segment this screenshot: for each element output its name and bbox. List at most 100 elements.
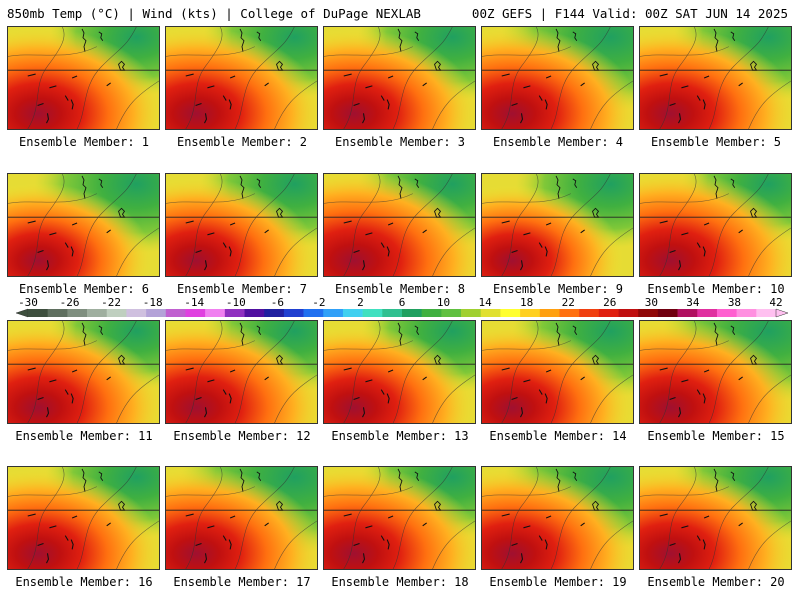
colorbar-segment (47, 309, 68, 317)
colorbar-tick-label: 34 (686, 296, 700, 309)
temperature-field (8, 27, 159, 129)
colorbar-segment (579, 309, 600, 317)
ensemble-map-panel (481, 320, 634, 424)
ensemble-map-panel (639, 320, 792, 424)
ensemble-map-panel (7, 26, 160, 130)
colorbar-tick-label: 26 (603, 296, 616, 309)
temperature-field (482, 467, 633, 569)
colorbar-tick-label: 30 (645, 296, 658, 309)
ensemble-member-label: Ensemble Member: 11 (15, 429, 153, 443)
colorbar-segment (126, 309, 147, 317)
colorbar-segment (283, 309, 304, 317)
temperature-field (640, 174, 791, 276)
temperature-field (640, 27, 791, 129)
temperature-field (166, 27, 317, 129)
colorbar-svg: -30 -26 -22 -18 -14 -10 -6 -2 2 6 10 14 18 22 26 30 34 38… (15, 296, 789, 318)
colorbar-tick-label: 14 (478, 296, 492, 309)
ensemble-map-panel (323, 173, 476, 277)
colorbar-left-arrow (15, 308, 29, 318)
colorbar-right-arrow (775, 308, 789, 318)
ensemble-member-label: Ensemble Member: 16 (15, 575, 153, 589)
ensemble-member-label: Ensemble Member: 10 (647, 282, 785, 296)
temperature-field (166, 467, 317, 569)
colorbar-tick-label: -18 (143, 296, 163, 309)
ensemble-member-label: Ensemble Member: 4 (492, 135, 624, 149)
temperature-field (482, 174, 633, 276)
colorbar-segment (480, 309, 501, 317)
colorbar-segment (323, 309, 344, 317)
colorbar-segment (716, 309, 737, 317)
colorbar-segment (677, 309, 698, 317)
ensemble-member-label: Ensemble Member: 15 (647, 429, 785, 443)
colorbar-segment (106, 309, 127, 317)
colorbar-segment (539, 309, 560, 317)
colorbar-segment (736, 309, 757, 317)
ensemble-map-panel (639, 173, 792, 277)
temperature-field (324, 174, 475, 276)
colorbar-tick-label: 22 (562, 296, 575, 309)
header-bar: 850mb Temp (°C) | Wind (kts) | College o… (0, 0, 800, 24)
colorbar-segment (28, 309, 48, 317)
ensemble-member-label: Ensemble Member: 7 (176, 282, 308, 296)
ensemble-map-panel (323, 466, 476, 570)
colorbar-tick-label: 18 (520, 296, 533, 309)
temperature-field (324, 467, 475, 569)
ensemble-map-panel (481, 26, 634, 130)
ensemble-member-label: Ensemble Member: 17 (173, 575, 311, 589)
colorbar-segment (146, 309, 167, 317)
ensemble-map-panel (165, 173, 318, 277)
temperature-field (482, 27, 633, 129)
ensemble-member-label: Ensemble Member: 8 (334, 282, 466, 296)
ensemble-map-panel (165, 466, 318, 570)
colorbar-segment (382, 309, 403, 317)
colorbar-segment (67, 309, 88, 317)
ensemble-map-panel (481, 173, 634, 277)
temperature-field (8, 174, 159, 276)
ensemble-member-label: Ensemble Member: 12 (173, 429, 311, 443)
colorbar-tick-label: 38 (728, 296, 741, 309)
ensemble-member-label: Ensemble Member: 20 (647, 575, 785, 589)
ensemble-map-panel (323, 320, 476, 424)
colorbar-tick-label: -26 (60, 296, 80, 309)
colorbar-segment (421, 309, 442, 317)
ensemble-map-panel (639, 466, 792, 570)
ensemble-member-label: Ensemble Member: 3 (334, 135, 466, 149)
temperature-field (8, 467, 159, 569)
colorbar-tick-label: -14 (184, 296, 204, 309)
colorbar-segment (224, 309, 245, 317)
colorbar-tick-label: -30 (18, 296, 38, 309)
colorbar-segment (185, 309, 206, 317)
colorbar-segment (441, 309, 462, 317)
colorbar-segment (402, 309, 422, 317)
ensemble-member-label: Ensemble Member: 18 (331, 575, 469, 589)
ensemble-member-label: Ensemble Member: 2 (176, 135, 308, 149)
colorbar-segment (244, 309, 265, 317)
ensemble-member-label: Ensemble Member: 1 (18, 135, 150, 149)
temperature-field (640, 467, 791, 569)
ensemble-map-panel (7, 466, 160, 570)
colorbar-tick-label: -10 (226, 296, 246, 309)
ensemble-map-panel (165, 26, 318, 130)
colorbar-segment (559, 309, 580, 317)
colorbar-segment (638, 309, 659, 317)
ensemble-map-panel (481, 466, 634, 570)
colorbar-tick-label: -2 (312, 296, 325, 309)
ensemble-member-label: Ensemble Member: 14 (489, 429, 627, 443)
temperature-field (166, 174, 317, 276)
temperature-colorbar: -30 -26 -22 -18 -14 -10 -6 -2 2 6 10 14 18 22 26 30 34 38… (8, 296, 792, 322)
ensemble-map-panel (639, 26, 792, 130)
temperature-field (324, 321, 475, 423)
ensemble-member-label: Ensemble Member: 19 (489, 575, 627, 589)
ensemble-map-panel (7, 173, 160, 277)
temperature-field (166, 321, 317, 423)
colorbar-tick-label: -6 (271, 296, 284, 309)
colorbar-segment (303, 309, 324, 317)
colorbar-tick-label: 6 (399, 296, 406, 309)
temperature-field (640, 321, 791, 423)
map-title: 850mb Temp (°C) | Wind (kts) | College o… (7, 6, 421, 21)
colorbar-segment (205, 309, 226, 317)
colorbar-tick-label: 2 (357, 296, 364, 309)
ensemble-map-panel (323, 26, 476, 130)
colorbar-segment (657, 309, 678, 317)
colorbar-segment (461, 309, 482, 317)
